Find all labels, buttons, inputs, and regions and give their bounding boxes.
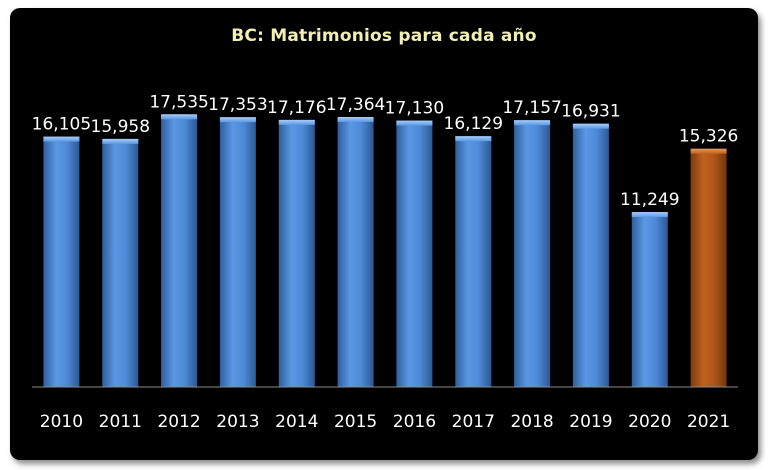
bar-body	[219, 117, 256, 387]
data-label-2016: 17,130	[385, 99, 444, 119]
x-tick-2015: 2015	[334, 412, 377, 432]
data-label-2015: 17,364	[326, 95, 385, 115]
bar-body	[572, 123, 609, 387]
bar-body	[43, 136, 80, 387]
data-label-2013: 17,353	[208, 95, 267, 115]
bar-body	[631, 212, 668, 387]
bar-cap	[278, 119, 315, 125]
chart-frame: BC: Matrimonios para cada año	[10, 8, 758, 460]
x-tick-2011: 2011	[99, 412, 142, 432]
bar-cap	[43, 136, 80, 142]
data-label-2017: 16,129	[444, 114, 503, 134]
bar-2020	[631, 212, 668, 387]
data-label-2019: 16,931	[561, 102, 620, 122]
bar-2011	[102, 138, 139, 387]
bar-body	[690, 148, 727, 387]
x-tick-2019: 2019	[569, 412, 612, 432]
bar-2021	[690, 148, 727, 387]
x-tick-2013: 2013	[216, 412, 259, 432]
data-label-2021: 15,326	[679, 127, 738, 147]
bar-cap	[102, 138, 139, 144]
bar-body	[514, 120, 551, 387]
bar-2014	[278, 119, 315, 388]
chart-title: BC: Matrimonios para cada año	[231, 26, 537, 46]
bar-body	[396, 120, 433, 387]
bar-body	[337, 117, 374, 387]
bar-2019	[572, 123, 609, 387]
bar-cap	[690, 148, 727, 154]
bar-cap	[337, 117, 374, 122]
data-label-2014: 17,176	[267, 98, 326, 118]
x-tick-2021: 2021	[687, 412, 730, 432]
x-tick-2014: 2014	[275, 412, 318, 432]
bar-body	[278, 119, 315, 388]
bar-body	[102, 138, 139, 387]
bar-cap	[396, 120, 433, 126]
x-tick-2017: 2017	[452, 412, 495, 432]
bar-2018	[514, 120, 551, 387]
x-tick-2016: 2016	[393, 412, 436, 432]
bar-body	[161, 114, 198, 388]
data-label-2011: 15,958	[91, 117, 150, 137]
bar-body	[455, 136, 492, 387]
bar-2015	[337, 117, 374, 387]
bar-2013	[219, 117, 256, 387]
bar-cap	[219, 117, 256, 123]
data-label-2020: 11,249	[620, 190, 679, 210]
bar-cap	[572, 123, 609, 129]
bar-cap	[161, 114, 198, 120]
bar-2016	[396, 120, 433, 387]
bar-cap	[631, 212, 668, 218]
bar-cap	[455, 136, 492, 142]
bar-cap	[514, 120, 551, 126]
bar-2012	[161, 114, 198, 388]
bar-2010	[43, 136, 80, 387]
bar-2017	[455, 136, 492, 387]
data-label-2012: 17,535	[149, 92, 208, 112]
x-tick-2020: 2020	[628, 412, 671, 432]
x-tick-2018: 2018	[510, 412, 553, 432]
data-label-2018: 17,157	[502, 98, 561, 118]
x-tick-2012: 2012	[157, 412, 200, 432]
x-tick-2010: 2010	[40, 412, 83, 432]
data-label-2010: 16,105	[32, 115, 91, 135]
